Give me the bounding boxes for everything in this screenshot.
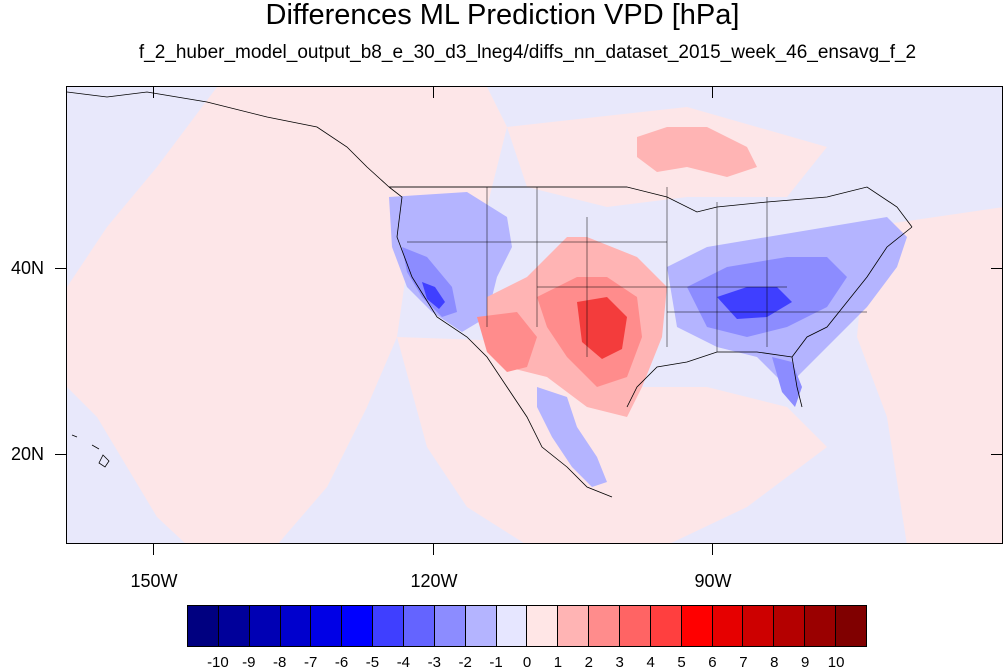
lon-label-120w: 120W <box>410 571 458 591</box>
tick-120w <box>433 543 434 555</box>
colorbar-cell <box>342 606 374 646</box>
colorbar-cell <box>434 606 466 646</box>
colorbar-label: 3 <box>615 654 624 671</box>
colorbar-cell <box>805 606 837 646</box>
colorbar-cell <box>558 606 590 646</box>
tick-40n-right <box>991 268 1003 269</box>
colorbar-label: 5 <box>677 654 686 671</box>
colorbar-cell <box>249 606 281 646</box>
colorbar-label: -1 <box>489 654 503 671</box>
colorbar-label: -2 <box>458 654 472 671</box>
colorbar <box>187 605 867 647</box>
colorbar-cell <box>836 606 866 646</box>
colorbar-label: -10 <box>207 654 229 671</box>
colorbar-label: -3 <box>427 654 441 671</box>
pink-region-atlantic <box>857 207 1002 543</box>
lon-label-90w: 90W <box>694 571 732 591</box>
red-region-southwest <box>477 312 537 372</box>
blue-region-east-core <box>717 287 792 319</box>
colorbar-cell <box>774 606 806 646</box>
tick-90w-top <box>712 86 713 98</box>
pink-region-gulf <box>397 337 827 543</box>
colorbar-label: 6 <box>708 654 717 671</box>
colorbar-cell <box>743 606 775 646</box>
colorbar-label: 10 <box>827 654 845 671</box>
colorbar-cell <box>465 606 497 646</box>
colorbar-cell <box>527 606 559 646</box>
blue-region-california-core <box>422 282 445 309</box>
colorbar-label: 9 <box>801 654 810 671</box>
red-region-canada <box>637 127 757 177</box>
tick-40n-left <box>55 268 67 269</box>
red-region-texas-core <box>577 297 627 359</box>
colorbar-label: -9 <box>242 654 256 671</box>
vpd-difference-map <box>67 87 1002 543</box>
hawaii-islands <box>71 434 110 468</box>
colorbar-label: 4 <box>646 654 655 671</box>
colorbar-cell <box>188 606 219 646</box>
colorbar-cell <box>373 606 405 646</box>
colorbar-cell <box>311 606 343 646</box>
chart-title: Differences ML Prediction VPD [hPa] <box>265 0 740 31</box>
tick-150w-top <box>153 86 154 98</box>
map-panel <box>66 86 1003 544</box>
colorbar-label: 1 <box>553 654 563 671</box>
colorbar-label: 7 <box>739 654 748 671</box>
colorbar-label: -6 <box>334 654 349 671</box>
colorbar-label: -5 <box>365 654 380 671</box>
colorbar-cell <box>681 606 713 646</box>
tick-20n-left <box>55 454 67 455</box>
colorbar-label: -8 <box>273 654 287 671</box>
colorbar-cell <box>589 606 621 646</box>
state-borders <box>389 186 867 357</box>
blue-region-florida <box>772 357 802 407</box>
blue-region-northwest <box>389 192 512 332</box>
chart-subtitle: f_2_huber_model_output_b8_e_30_d3_lneg4/… <box>138 42 917 63</box>
colorbar-label: -4 <box>396 654 411 671</box>
colorbar-cell <box>218 606 250 646</box>
lon-label-150w: 150W <box>130 571 178 591</box>
colorbar-cell <box>712 606 744 646</box>
colorbar-label: 0 <box>522 654 532 671</box>
tick-90w <box>712 543 713 555</box>
colorbar-cell <box>280 606 312 646</box>
colorbar-label: -7 <box>303 654 318 671</box>
tick-150w <box>153 543 154 555</box>
colorbar-cell <box>496 606 528 646</box>
colorbar-label: 2 <box>584 654 593 671</box>
colorbar-cell <box>404 606 435 646</box>
colorbar-cell <box>650 606 682 646</box>
lat-label-20n: 20N <box>10 444 44 464</box>
coastlines <box>67 91 913 498</box>
tick-120w-top <box>433 86 434 98</box>
colorbar-cell <box>620 606 651 646</box>
colorbar-label: 8 <box>770 654 779 671</box>
blue-region-mexico <box>537 387 607 487</box>
lat-label-40n: 40N <box>10 258 44 278</box>
tick-20n-right <box>991 454 1003 455</box>
